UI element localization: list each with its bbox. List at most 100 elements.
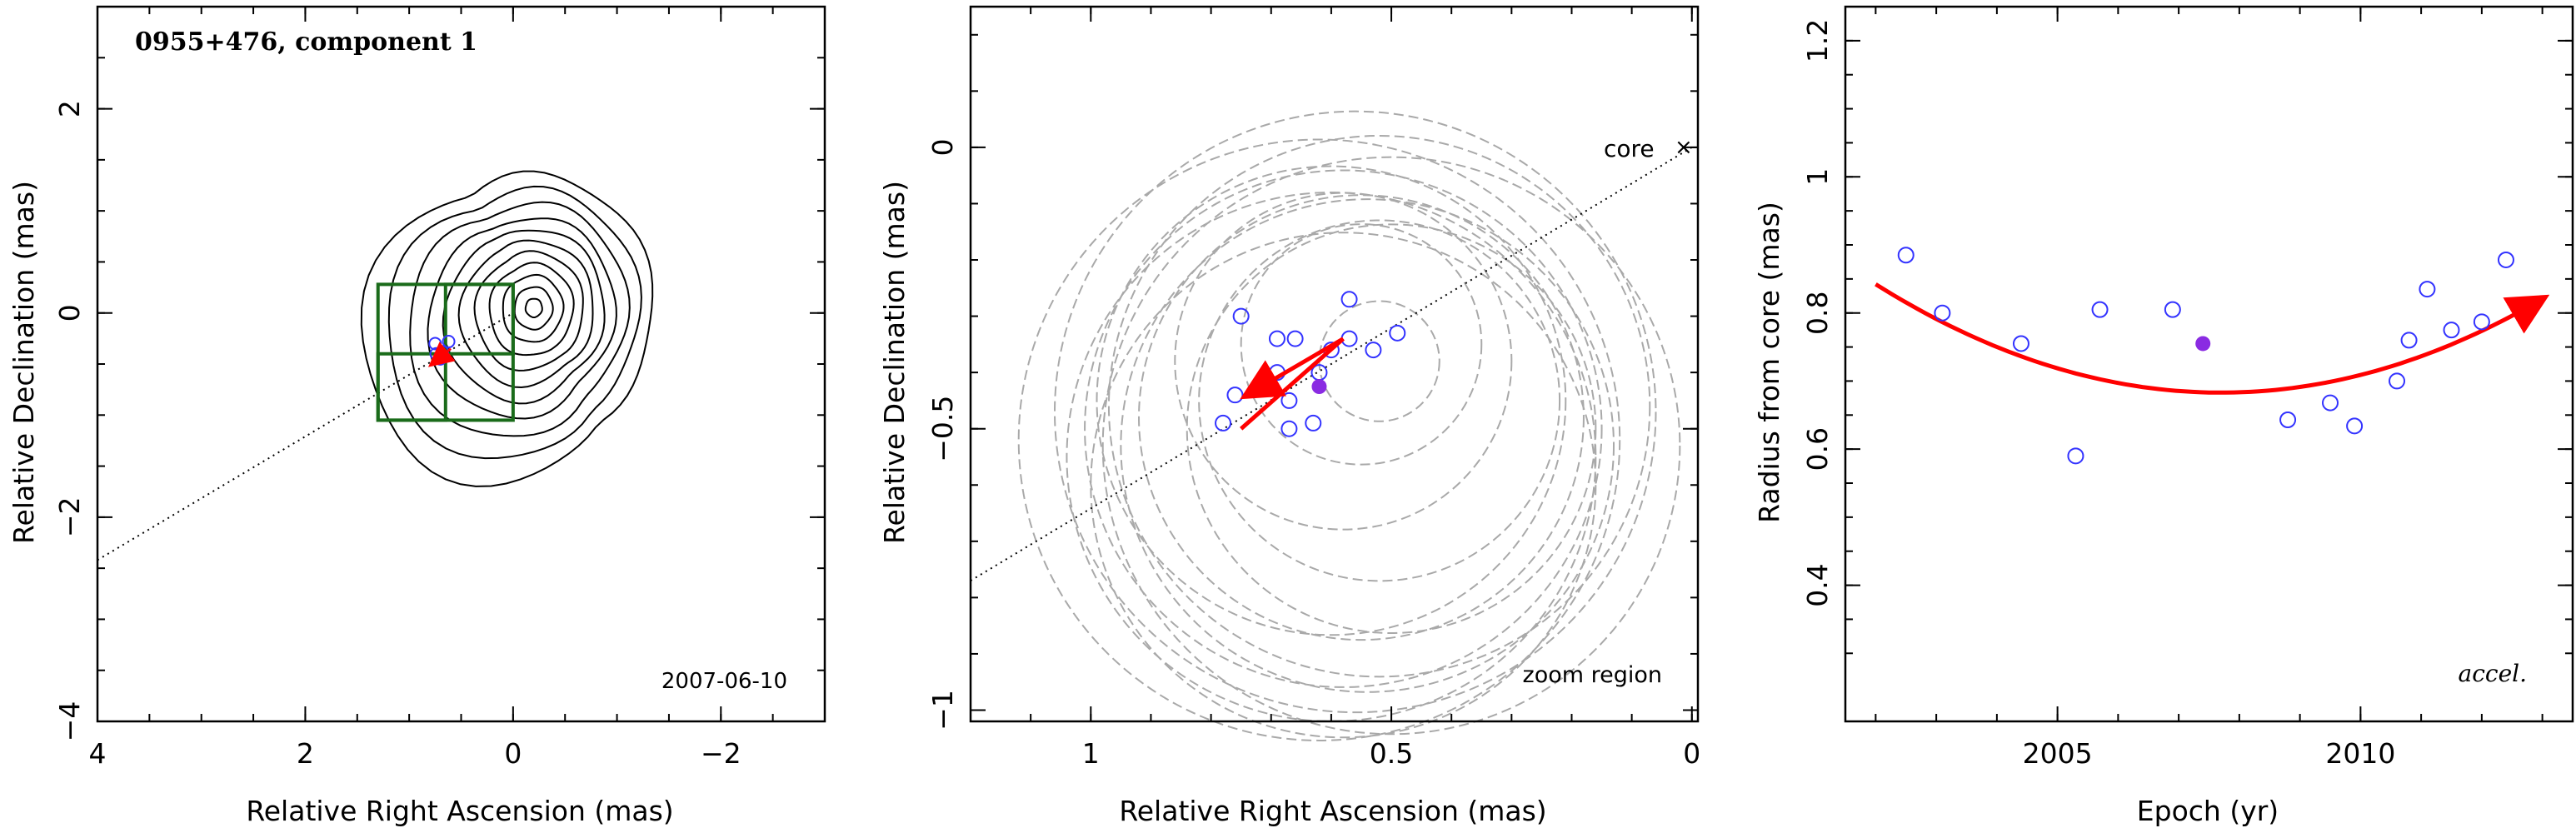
component-point <box>1281 392 1298 409</box>
radius-point <box>2091 301 2109 318</box>
uncertainty-circle <box>1096 165 1567 636</box>
uncertainty-circle <box>1084 169 1603 688</box>
uncertainty-circles <box>1017 110 1681 741</box>
y-axis-label: Relative Declination (mas) <box>7 181 40 544</box>
contour-level <box>457 239 594 389</box>
component-point <box>1286 330 1304 347</box>
contour-panel: 4 2 0 −2 −4 −2 0 2 0955+476, component 1 2007-0… <box>7 5 826 827</box>
component-point <box>1232 307 1250 325</box>
y-tick-label: 0.8 <box>1801 291 1834 334</box>
contour-level <box>473 250 584 372</box>
radius-point <box>2279 412 2297 429</box>
zoom-region-label: zoom region <box>1523 662 1662 688</box>
mean-position-point <box>2195 336 2211 352</box>
core-direction-line <box>970 147 1693 581</box>
x-axis-label: Relative Right Ascension (mas) <box>1119 795 1546 827</box>
x-tick-label: 0 <box>504 737 522 770</box>
motion-arrow-tail <box>1240 337 1345 431</box>
mean-position-point <box>1311 379 1327 395</box>
uncertainty-circle <box>1174 192 1513 531</box>
component-point <box>1340 291 1358 308</box>
radius-point <box>2067 447 2084 465</box>
uncertainty-circle <box>1090 232 1597 739</box>
radius-point <box>2389 372 2406 390</box>
zoom-grid-box <box>443 282 515 356</box>
radius-point <box>2443 322 2460 339</box>
radius-point <box>1934 304 1951 322</box>
uncertainty-circle <box>1240 223 1483 466</box>
uncertainty-circle <box>1066 192 1597 722</box>
contour-lines <box>360 170 654 487</box>
radius-point <box>2164 301 2181 318</box>
y-tick-label: 1 <box>1801 168 1834 186</box>
motion-arrow <box>427 342 456 367</box>
y-tick-label: 1.2 <box>1801 19 1834 62</box>
radius-point <box>2419 281 2436 298</box>
y-tick-label: 0.6 <box>1801 427 1834 471</box>
x-tick-label: 2 <box>297 737 314 770</box>
component-point <box>1281 420 1298 437</box>
x-tick-label: 0 <box>1683 737 1700 770</box>
radius-point <box>2322 394 2339 412</box>
uncertainty-circle <box>1198 219 1561 582</box>
uncertainty-circle <box>1101 156 1681 736</box>
radius-point <box>1897 247 1915 264</box>
x-axis-label: Relative Right Ascension (mas) <box>246 795 673 827</box>
fit-type-label: accel. <box>2459 660 2527 687</box>
uncertainty-circle <box>1017 138 1621 741</box>
component-point <box>1226 387 1244 404</box>
zoom-panel: 1 0.5 0 −1 −0.5 0 core × zoom region Relative… <box>878 5 1700 827</box>
component-point <box>1365 342 1382 359</box>
contour-level <box>502 273 565 343</box>
y-tick-label: 0 <box>53 304 86 322</box>
contour-level <box>427 217 617 420</box>
contour-level <box>524 297 543 318</box>
uncertainty-circle <box>1054 110 1657 714</box>
radius-point <box>2473 313 2490 331</box>
y-tick-label: −0.5 <box>926 396 959 462</box>
y-tick-label: 0.4 <box>1801 563 1834 606</box>
y-tick-label: 2 <box>53 100 86 117</box>
uncertainty-circle <box>1120 198 1615 693</box>
axis-ticks: 1 0.5 0 −1 −0.5 0 <box>926 7 1700 770</box>
chart-title: 0955+476, component 1 <box>135 27 477 57</box>
core-marker: × <box>1675 135 1693 160</box>
radius-points <box>1897 247 2514 465</box>
x-tick-label: 1 <box>1082 737 1100 770</box>
component-point <box>1305 414 1322 431</box>
y-axis-label: Relative Declination (mas) <box>878 181 911 544</box>
y-tick-label: −1 <box>926 690 959 731</box>
axis-ticks: 2005 2010 0.4 0.6 0.8 1 1.2 <box>1801 7 2573 770</box>
y-axis-label: Radius from core (mas) <box>1753 202 1785 523</box>
y-tick-label: −2 <box>53 497 86 538</box>
plot-frame <box>1844 5 2574 723</box>
plot-frame <box>96 5 826 723</box>
x-tick-label: 4 <box>89 737 107 770</box>
epoch-label: 2007-06-10 <box>661 669 787 694</box>
x-tick-label: 2010 <box>2325 737 2395 770</box>
uncertainty-circle <box>1186 223 1597 634</box>
radius-point <box>2346 417 2364 435</box>
radius-point <box>2012 335 2029 352</box>
radius-point <box>2497 251 2514 268</box>
uncertainty-circle <box>1138 194 1585 641</box>
core-label: core <box>1604 135 1655 162</box>
axis-ticks: 4 2 0 −2 −4 −2 0 2 <box>53 6 826 770</box>
motion-arrow <box>1240 337 1345 400</box>
contour-level <box>442 229 606 405</box>
contour-level <box>387 185 642 460</box>
y-tick-label: −4 <box>53 701 86 742</box>
component-point <box>1389 324 1406 342</box>
y-tick-label: 0 <box>926 138 959 156</box>
component-point <box>1215 414 1232 431</box>
zoom-grid-boxes <box>376 282 515 422</box>
contour-level <box>488 262 575 357</box>
contour-level <box>360 170 654 487</box>
zoom-grid-box <box>376 352 447 422</box>
component-point <box>1268 330 1286 347</box>
uncertainty-circle <box>1107 134 1651 678</box>
x-tick-label: −2 <box>701 737 741 770</box>
x-axis-label: Epoch (yr) <box>2137 795 2279 827</box>
